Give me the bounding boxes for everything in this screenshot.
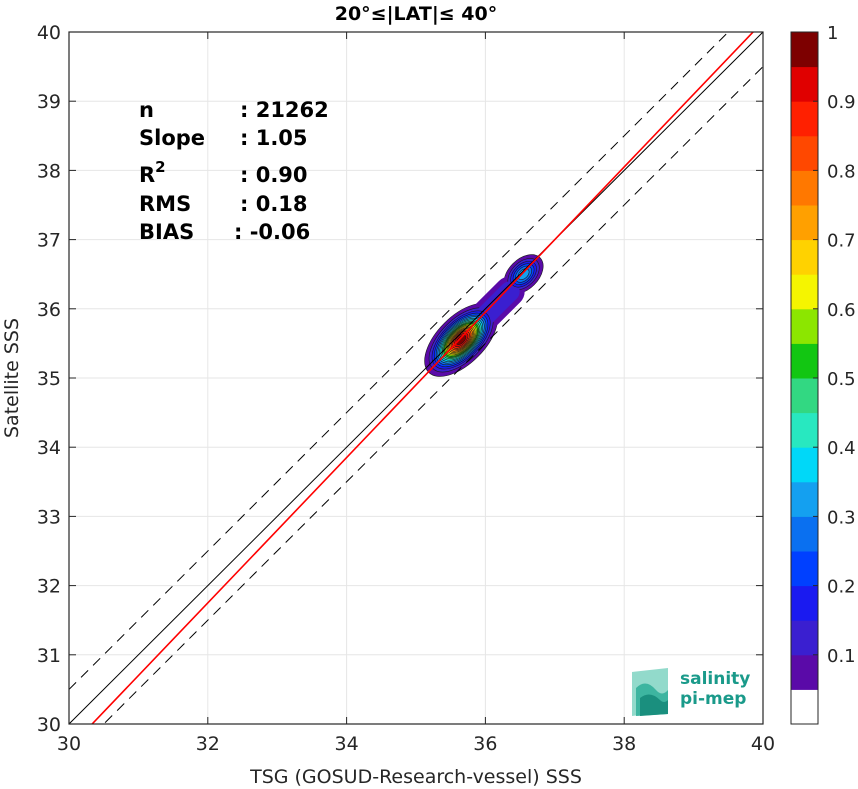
y-tick-label: 31 (37, 645, 61, 667)
colorbar-segment (791, 481, 818, 517)
x-tick-label: 40 (751, 733, 775, 755)
x-axis-label: TSG (GOSUD-Research-vessel) SSS (249, 766, 582, 788)
stat-label: Slope (139, 126, 205, 150)
salinity-pi-mep-logo: salinity pi-mep (632, 668, 750, 716)
colorbar-segment (791, 654, 818, 690)
y-tick-label: 40 (37, 22, 61, 44)
colorbar-segment (791, 274, 818, 310)
y-tick-label: 34 (37, 437, 61, 459)
colorbar-segment (791, 620, 818, 656)
density-contours (424, 254, 544, 377)
x-tick-label: 36 (473, 733, 497, 755)
colorbar-segment (791, 32, 818, 68)
colorbar-tick-label: 0.5 (827, 369, 856, 390)
colorbar-segment (791, 135, 818, 171)
colorbar-tick-label: 0.4 (827, 438, 856, 459)
colorbar-tick-label: 0.2 (827, 577, 856, 598)
colorbar-tick-label: 0.7 (827, 231, 856, 252)
y-axis-label: Satellite SSS (1, 318, 23, 438)
colorbar: 0.1 0.2 0.3 0.4 0.5 0.6 0.7 0.8 0.9 1 (790, 23, 856, 725)
colorbar-segment (791, 205, 818, 241)
colorbar-segment (791, 343, 818, 379)
stat-value: : 0.90 (240, 163, 308, 187)
upper-bound-line (69, 32, 730, 690)
stat-value: : 0.18 (240, 192, 308, 216)
y-tick-label: 39 (37, 91, 61, 113)
colorbar-segment (791, 378, 818, 414)
density-contour (517, 268, 530, 281)
colorbar-tick-label: 0.8 (827, 161, 856, 182)
colorbar-segment (791, 412, 818, 448)
colorbar-segment (791, 689, 818, 725)
stat-label: RMS (139, 192, 191, 216)
chart-title: 20°≤|LAT|≤ 40° (335, 3, 498, 25)
colorbar-segment (791, 101, 818, 137)
colorbar-segment (791, 308, 818, 344)
y-tick-label: 35 (37, 368, 61, 390)
x-tick-label: 32 (196, 733, 220, 755)
stat-label: n (139, 98, 154, 122)
colorbar-tick-label: 0.6 (827, 300, 856, 321)
stat-label: BIAS (139, 220, 194, 244)
y-tick-label: 33 (37, 506, 61, 528)
y-tick-label: 32 (37, 576, 61, 598)
colorbar-segment (791, 516, 818, 552)
colorbar-tick-label: 0.3 (827, 507, 856, 528)
colorbar-tick-label: 0.9 (827, 92, 856, 113)
colorbar-segment (791, 170, 818, 206)
stat-value: : 21262 (240, 98, 329, 122)
stat-value: : -0.06 (234, 220, 310, 244)
colorbar-segment (791, 66, 818, 102)
x-tick-label: 38 (612, 733, 636, 755)
reference-lines (69, 32, 763, 724)
axis-ticks: 30 32 34 36 38 40 30 31 32 33 34 35 36 37 38 39 40 (37, 22, 775, 755)
logo-line1: salinity (680, 669, 750, 689)
wave-logo-icon (632, 668, 668, 716)
logo-line2: pi-mep (680, 689, 746, 709)
colorbar-segment (791, 551, 818, 587)
lower-bound-line (102, 66, 763, 724)
grid (68, 31, 764, 725)
colorbar-tick-label: 1 (827, 23, 838, 44)
x-tick-label: 30 (57, 733, 81, 755)
x-tick-label: 34 (335, 733, 359, 755)
colorbar-tick-label: 0.1 (827, 646, 856, 667)
colorbar-segment (791, 239, 818, 275)
density-contour (456, 334, 467, 346)
colorbar-segment (791, 585, 818, 621)
y-tick-label: 36 (37, 299, 61, 321)
y-tick-label: 38 (37, 160, 61, 182)
colorbar-segment (791, 447, 818, 483)
y-tick-label: 37 (37, 230, 61, 252)
fit-line (91, 32, 755, 724)
y-tick-label: 30 (37, 714, 61, 736)
stat-value: : 1.05 (240, 126, 308, 150)
identity-line (69, 32, 763, 724)
